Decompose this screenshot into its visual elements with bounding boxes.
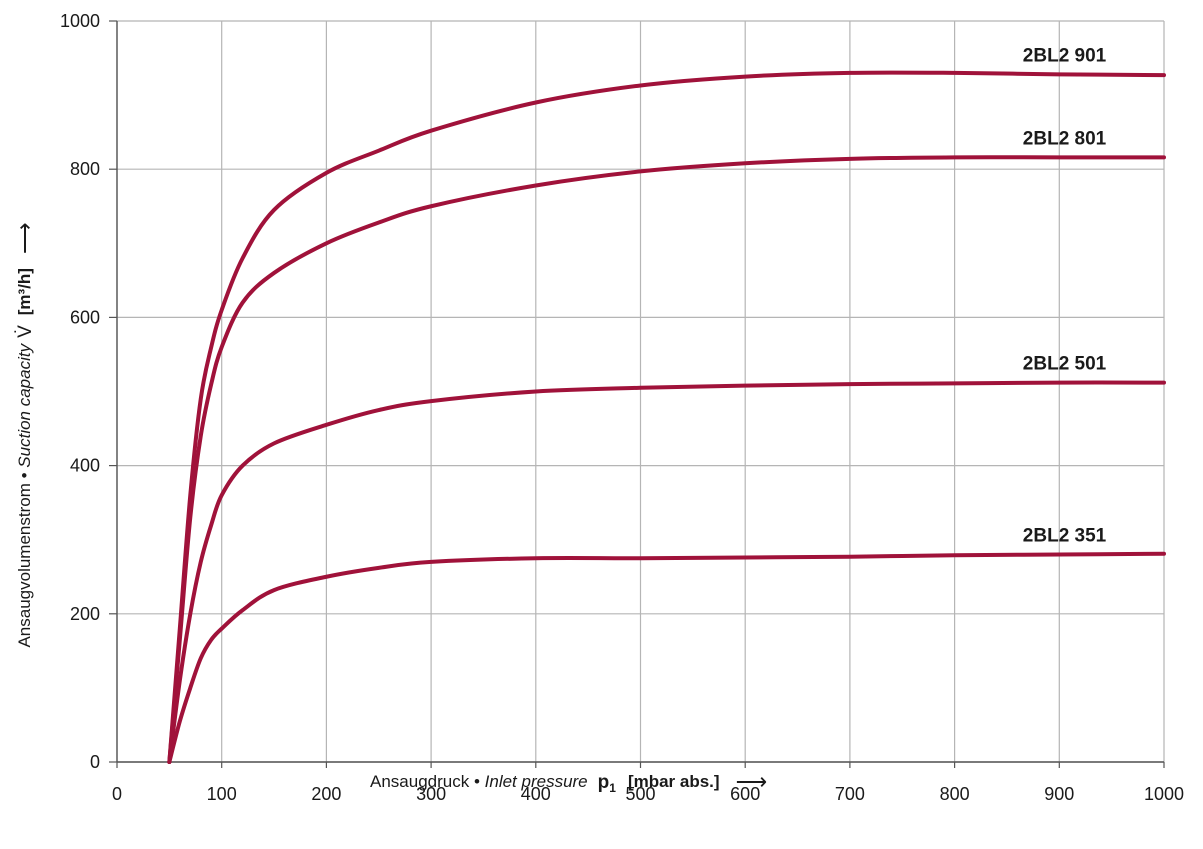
x-tick-label: 600 xyxy=(730,784,760,804)
x-tick-labels: 0 100 200 300 400 500 600 700 800 900 1000 xyxy=(112,784,1184,804)
series-label-2bl2-801: 2BL2 801 xyxy=(1023,128,1107,149)
y-axis-unit: [m³/h] xyxy=(15,268,34,315)
y-tick-label: 400 xyxy=(70,456,100,476)
axes xyxy=(109,20,1165,768)
x-tick-label: 200 xyxy=(311,784,341,804)
x-axis-title: Ansaugdruck • Inlet pressure p1 [mbar abs.… xyxy=(370,769,767,795)
x-axis-unit: [mbar abs.] xyxy=(628,772,720,791)
series-lines xyxy=(167,70,1166,764)
x-axis-title-en: Inlet pressure xyxy=(485,772,588,791)
y-axis-title-en: Suction capacity xyxy=(15,342,34,467)
x-tick-label: 800 xyxy=(940,784,970,804)
x-tick-label: 100 xyxy=(207,784,237,804)
y-axis-title-sep: • xyxy=(15,468,34,483)
series-line-2bl2-501 xyxy=(167,380,1166,764)
series-line-2bl2-351 xyxy=(167,551,1166,764)
series-label-2bl2-351: 2BL2 351 xyxy=(1023,526,1107,547)
x-axis-title-sep: • xyxy=(469,772,484,791)
x-axis-arrow: ⟶ xyxy=(736,769,768,794)
y-tick-label: 600 xyxy=(70,307,100,327)
x-axis-symbol: p xyxy=(598,772,610,793)
x-tick-label: 500 xyxy=(625,784,655,804)
series-line-2bl2-901 xyxy=(167,70,1166,764)
y-axis-title-de: Ansaugvolumenstrom xyxy=(15,483,34,647)
x-axis-title-de: Ansaugdruck xyxy=(370,772,470,791)
y-tick-label: 0 xyxy=(90,752,100,772)
series-label-2bl2-901: 2BL2 901 xyxy=(1023,45,1107,66)
series-labels: 2BL2 901 2BL2 801 2BL2 501 2BL2 351 xyxy=(1023,45,1107,546)
x-tick-label: 900 xyxy=(1044,784,1074,804)
x-tick-label: 700 xyxy=(835,784,865,804)
y-axis-arrow: ⟶ xyxy=(12,222,37,254)
y-tick-label: 800 xyxy=(70,159,100,179)
x-tick-label: 300 xyxy=(416,784,446,804)
y-axis-symbol: V̇ xyxy=(15,325,36,338)
x-tick-label: 1000 xyxy=(1144,784,1184,804)
y-tick-labels: 0 200 400 600 800 1000 xyxy=(60,11,100,772)
x-tick-label: 0 xyxy=(112,784,122,804)
y-axis-title: Ansaugvolumenstrom • Suction capacity V̇ [… xyxy=(12,222,37,647)
series-label-2bl2-501: 2BL2 501 xyxy=(1023,354,1107,375)
y-tick-label: 200 xyxy=(70,604,100,624)
x-tick-label: 400 xyxy=(521,784,551,804)
y-tick-label: 1000 xyxy=(60,11,100,31)
x-axis-symbol-subscript: 1 xyxy=(609,781,616,795)
grid-lines xyxy=(116,20,1165,763)
series-line-2bl2-801 xyxy=(167,155,1166,764)
